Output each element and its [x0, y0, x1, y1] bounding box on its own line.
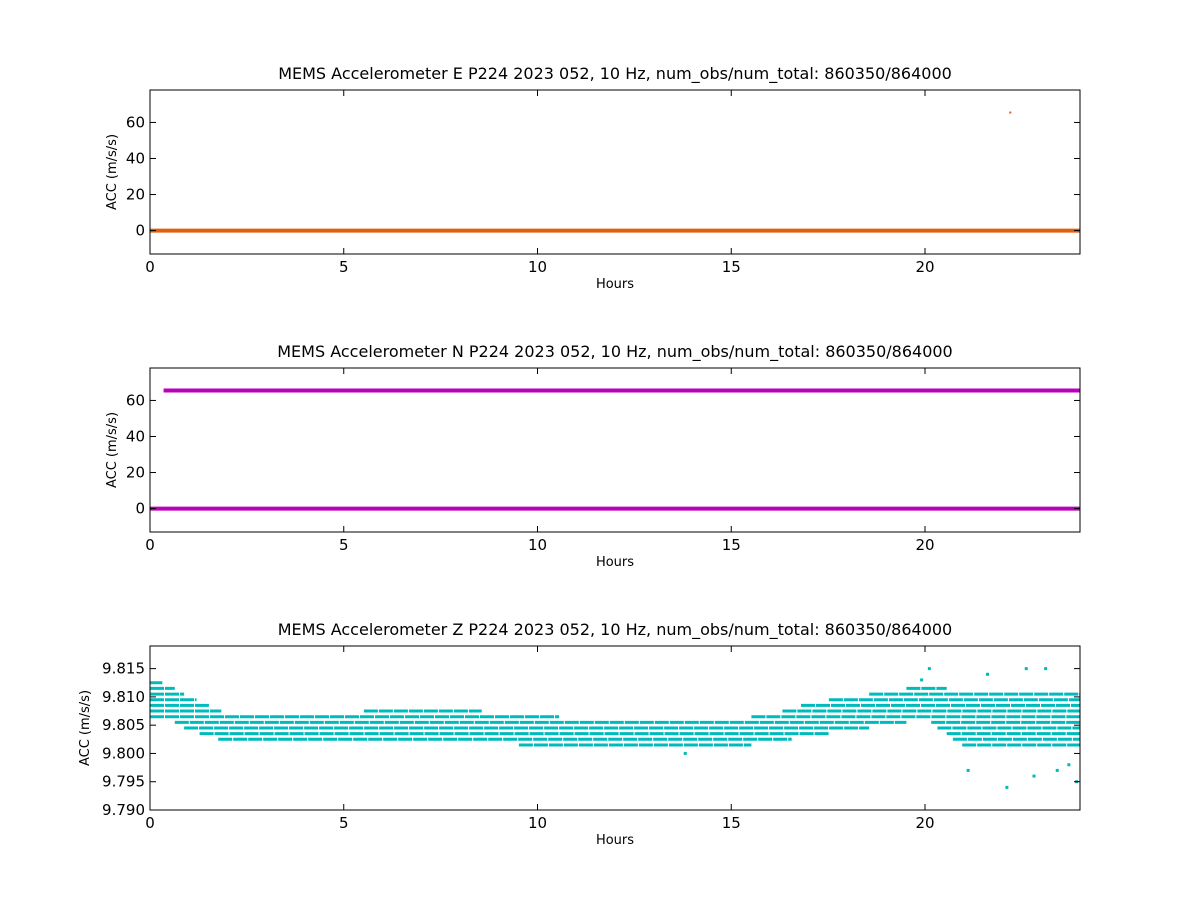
plot-frame-north — [149, 367, 1081, 533]
y-tick-label: 9.805 — [102, 716, 145, 734]
x-tick-label: 15 — [722, 258, 741, 276]
y-tick-label: 0 — [135, 222, 145, 240]
y-tick-label: 9.810 — [102, 688, 145, 706]
chart-title-east: MEMS Accelerometer E P224 2023 052, 10 H… — [278, 64, 952, 84]
data-band-vertical — [150, 681, 1080, 747]
outlier-point-vertical-9 — [927, 667, 931, 671]
y-tick-label: 20 — [126, 186, 145, 204]
plot-frame-vertical — [149, 645, 1081, 811]
outlier-point-east-0 — [1009, 111, 1012, 114]
y-tick-label: 40 — [126, 149, 145, 167]
x-tick-label: 5 — [339, 258, 349, 276]
y-tick-label: 60 — [126, 113, 145, 131]
x-tick-label: 5 — [339, 536, 349, 554]
y-tick-label: 9.790 — [102, 801, 145, 819]
y-axis-label-east: ACC (m/s/s) — [105, 134, 120, 210]
outlier-point-vertical-6 — [1055, 768, 1059, 772]
x-tick-label: 10 — [528, 258, 547, 276]
outlier-point-vertical-10 — [986, 672, 989, 676]
plot-area-vertical — [150, 667, 1080, 789]
outlier-point-vertical-1 — [966, 768, 970, 772]
ticks-vertical: 0 5 10 15 20 9.790 9.795 9.800 9.805 9.810 9.815 — [102, 646, 1080, 832]
outlier-point-vertical-11 — [920, 678, 924, 682]
data-layer-north — [150, 388, 1080, 511]
outlier-point-vertical-3 — [1024, 667, 1028, 671]
x-tick-label: 20 — [915, 536, 934, 554]
ticks-north: 0 5 10 15 20 0 20 40 60 — [126, 368, 1080, 554]
outlier-point-vertical-0 — [683, 751, 687, 755]
data-layer-vertical — [150, 667, 1080, 789]
y-tick-label: 40 — [126, 427, 145, 445]
chart-title-vertical: MEMS Accelerometer Z P224 2023 052, 10 H… — [278, 620, 952, 640]
y-tick-label: 20 — [126, 464, 145, 482]
outlier-point-vertical-4 — [1032, 774, 1036, 778]
y-axis-label-vertical: ACC (m/s/s) — [78, 690, 93, 766]
x-tick-label: 10 — [528, 536, 547, 554]
x-tick-label: 0 — [145, 258, 155, 276]
chart-title-north: MEMS Accelerometer N P224 2023 052, 10 H… — [277, 342, 952, 362]
y-tick-label: 9.795 — [102, 773, 145, 791]
x-tick-label: 0 — [145, 536, 155, 554]
x-axis-label-vertical: Hours — [596, 833, 634, 848]
y-tick-label: 9.815 — [102, 660, 145, 678]
x-tick-label: 20 — [915, 814, 934, 832]
x-axis-label-east: Hours — [596, 277, 634, 292]
data-layer-east — [150, 111, 1080, 233]
x-tick-label: 10 — [528, 814, 547, 832]
y-tick-label: 9.800 — [102, 744, 145, 762]
chart-panel-vertical: MEMS Accelerometer Z P224 2023 052, 10 H… — [78, 620, 1081, 848]
outlier-point-vertical-2 — [1005, 785, 1009, 789]
x-axis-label-north: Hours — [596, 555, 634, 570]
x-tick-label: 15 — [722, 536, 741, 554]
x-tick-label: 20 — [915, 258, 934, 276]
plot-frame-east — [149, 89, 1081, 255]
plot-area-north — [150, 388, 1080, 511]
chart-panel-north: MEMS Accelerometer N P224 2023 052, 10 H… — [105, 342, 1081, 570]
outlier-point-vertical-7 — [1067, 763, 1071, 767]
y-tick-label: 0 — [135, 500, 145, 518]
x-tick-label: 0 — [145, 814, 155, 832]
y-tick-label: 60 — [126, 391, 145, 409]
x-tick-label: 5 — [339, 814, 349, 832]
chart-panel-east: MEMS Accelerometer E P224 2023 052, 10 H… — [105, 64, 1081, 292]
outlier-point-vertical-5 — [1044, 667, 1048, 671]
x-tick-label: 15 — [722, 814, 741, 832]
y-axis-label-north: ACC (m/s/s) — [105, 412, 120, 488]
plot-area-east — [150, 111, 1080, 233]
ticks-east: 0 5 10 15 20 0 20 40 60 — [126, 90, 1080, 276]
